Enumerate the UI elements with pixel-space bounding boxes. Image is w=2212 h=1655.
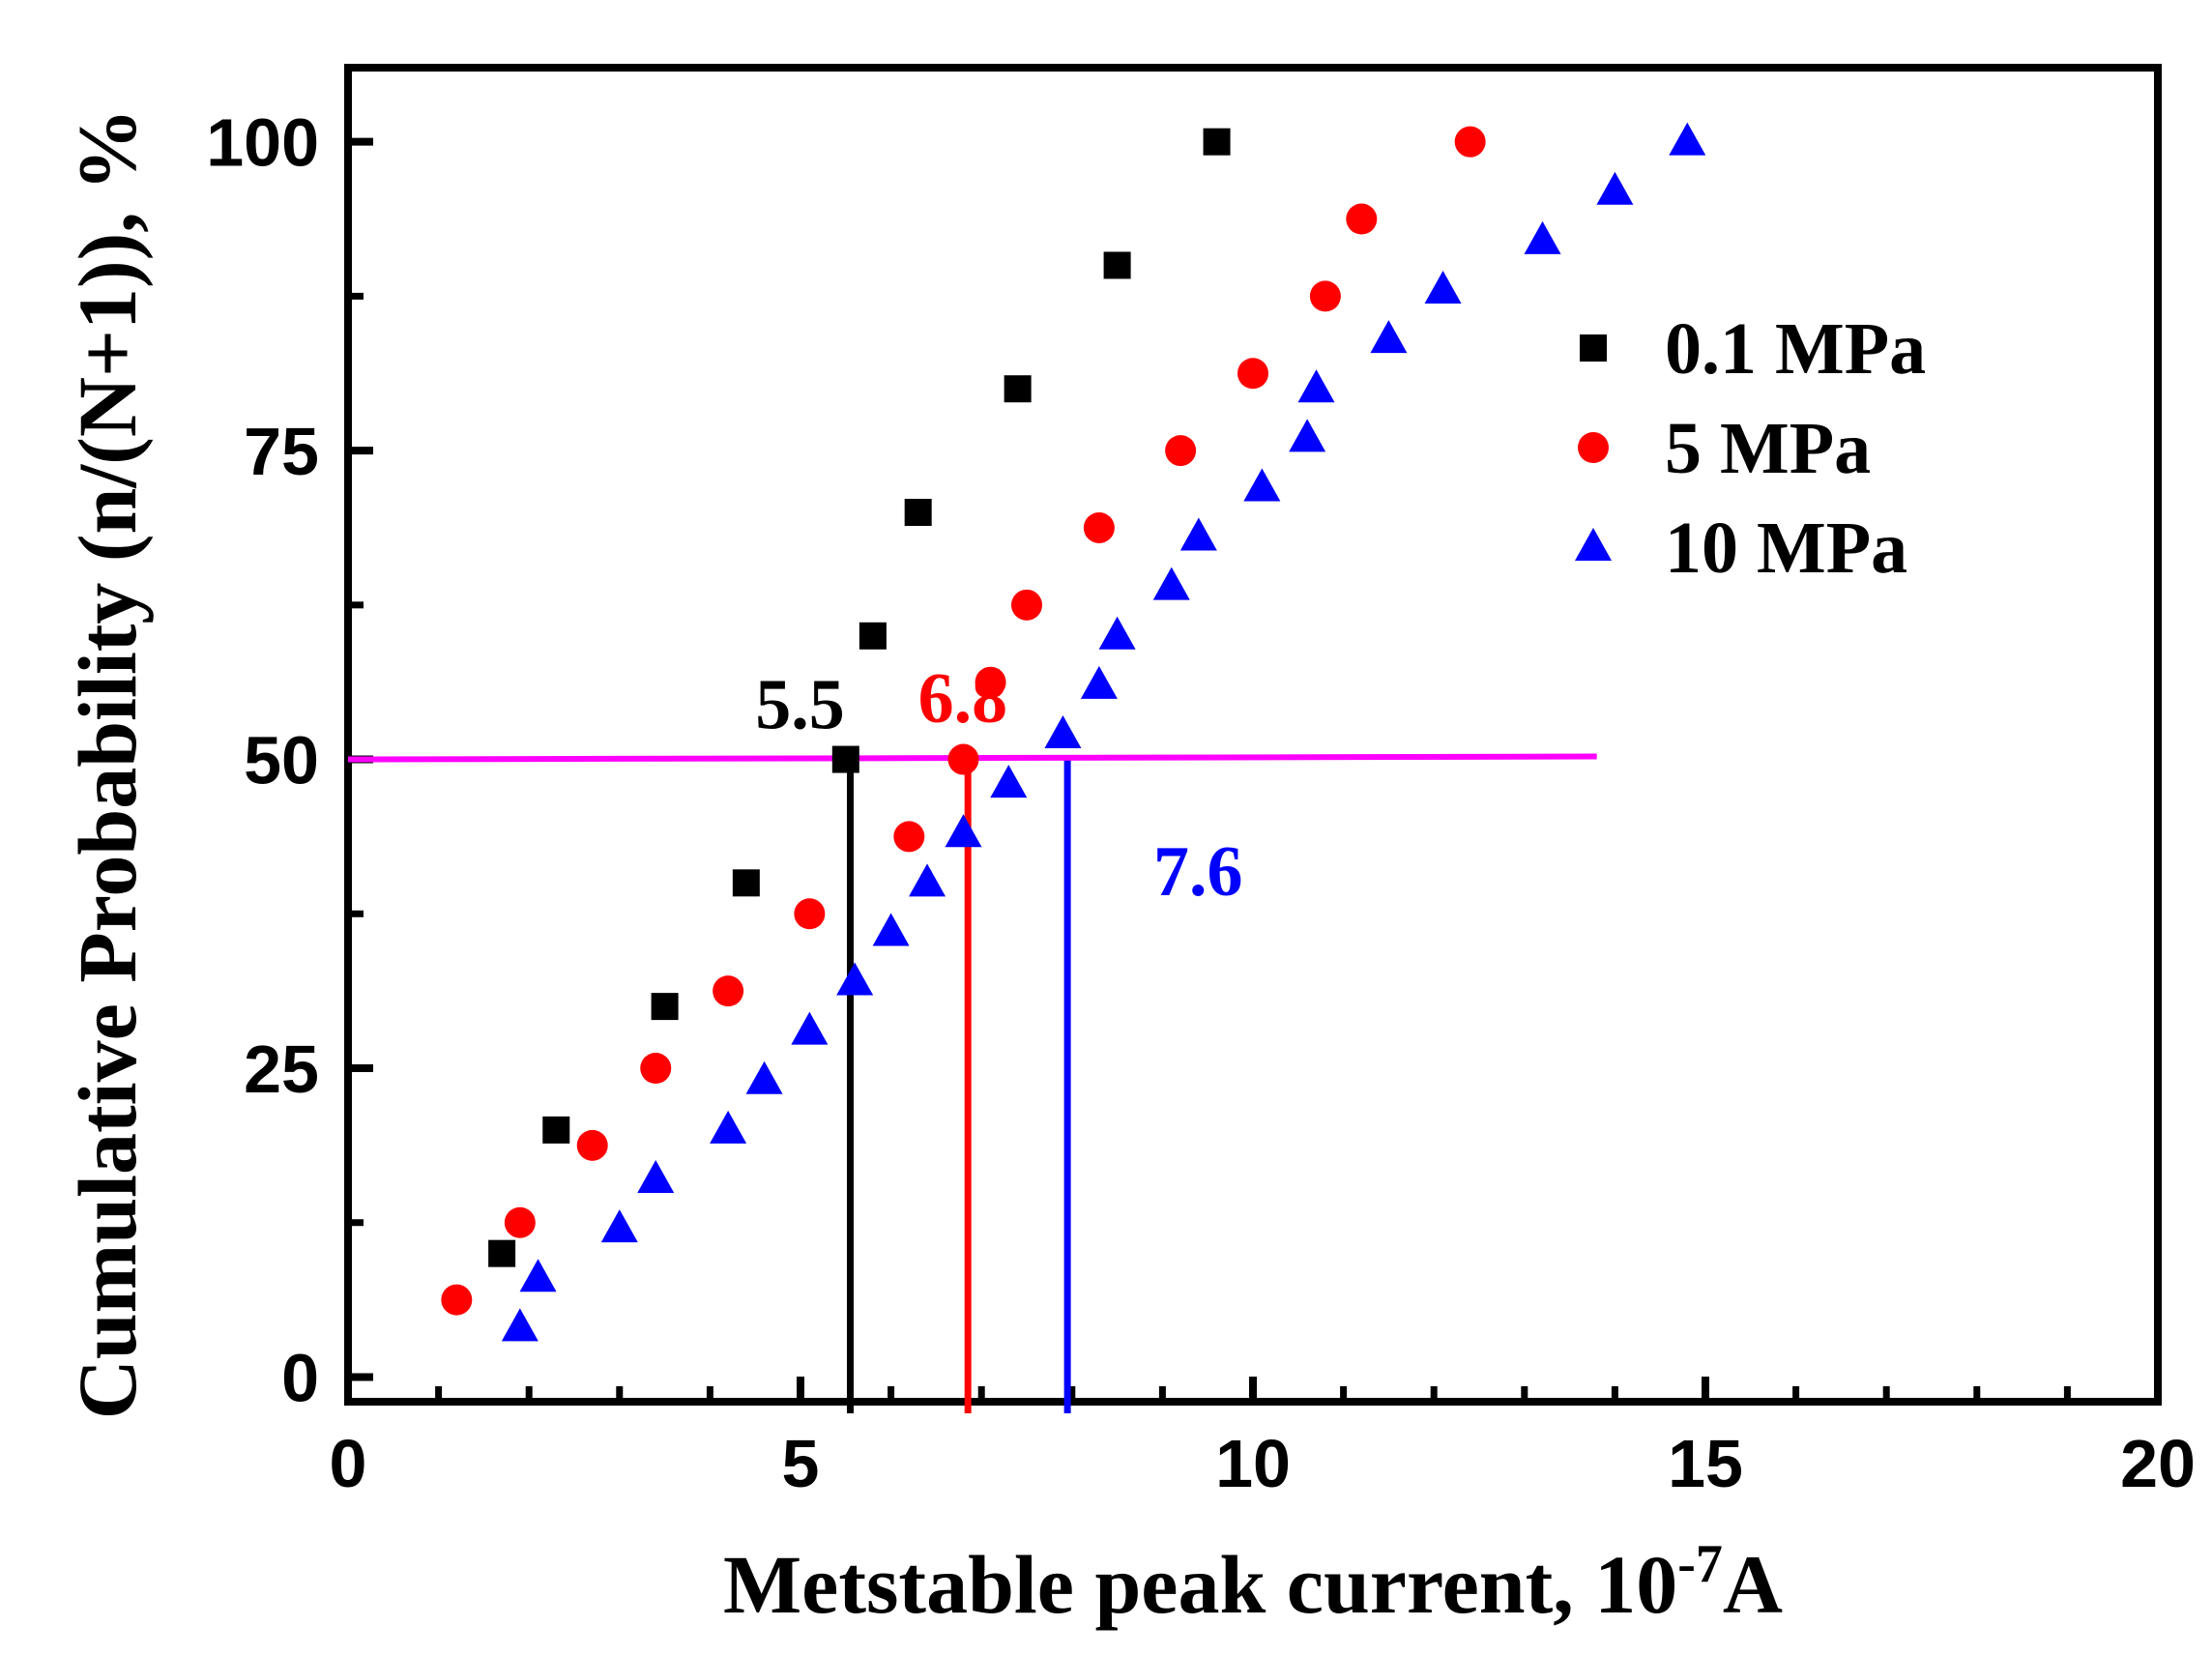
data-point-series-1 [893,821,925,853]
annotation-label: 7.6 [1153,832,1243,912]
data-point-series-1 [441,1284,473,1316]
data-point-series-1 [1237,358,1268,390]
data-point-series-0 [1004,375,1032,403]
data-point-series-2 [1424,271,1462,304]
data-point-series-1 [1165,435,1197,467]
data-point-series-2 [990,765,1028,798]
y-tick-label: 0 [281,1340,319,1415]
data-point-series-1 [1011,589,1042,621]
plot-frame [344,64,2162,1406]
data-point-series-2 [909,863,946,897]
data-point-series-2 [1289,419,1326,452]
data-point-series-2 [945,814,982,848]
x-tick-label: 10 [1215,1426,1291,1501]
data-point-series-0 [542,1116,570,1144]
data-point-series-1 [1346,203,1378,235]
data-point-series-2 [1152,566,1190,600]
reference-lines [347,753,1597,1413]
legend-label: 5 MPa [1665,408,1871,489]
legend-marker-1 [1578,432,1609,463]
data-point-series-2 [1596,171,1634,205]
data-point-series-1 [1083,511,1115,543]
data-point-series-0 [651,993,679,1021]
legend: 0.1 MPa 5 MPa 10 MPa [1575,308,1926,589]
data-point-series-1 [713,975,744,1007]
data-point-series-2 [1098,616,1136,650]
data-point-series-2 [872,913,910,946]
data-point-series-1 [975,666,1006,698]
data-point-series-1 [794,898,826,930]
data-point-series-0 [904,499,932,526]
data-point-series-1 [640,1053,672,1084]
data-point-series-2 [836,962,874,996]
y-tick-label: 100 [206,105,319,181]
data-point-series-0 [1203,128,1231,156]
data-point-series-2 [745,1060,783,1094]
x-tick-label: 20 [2120,1426,2196,1501]
data-point-series-2 [637,1160,675,1193]
x-axis-ticks: 0 5 10 15 20 [330,1377,2196,1501]
data-point-series-2 [1243,468,1281,502]
x-tick-label: 15 [1668,1426,1743,1501]
legend-marker-0 [1580,334,1607,362]
data-point-series-2 [1669,122,1706,156]
annotations: 5.5 6.8 7.6 [755,659,1242,912]
annotation-label: 6.8 [918,659,1007,739]
legend-marker-2 [1575,528,1612,561]
y-tick-label: 25 [244,1031,319,1107]
legend-label: 0.1 MPa [1665,308,1926,390]
y-tick-label: 50 [244,723,319,798]
data-point-series-2 [1524,220,1561,254]
data-point-series-0 [1103,251,1131,279]
data-point-series-1 [504,1206,536,1238]
x-axis-title-exponent: -7 [1677,1534,1723,1594]
x-axis-title: Metstable peak current, 10-7A [723,1534,1783,1631]
x-minor-ticks [435,1386,2071,1402]
y-tick-label: 75 [244,414,319,489]
annotation-label: 5.5 [755,666,845,745]
y-axis-title: Cumulative Probability (n/(N+1)), % [61,108,154,1420]
x-tick-label: 5 [782,1426,820,1501]
x-axis-title-unit: A [1723,1538,1783,1631]
data-point-series-0 [831,745,859,773]
data-point-series-0 [859,622,887,650]
data-point-series-2 [791,1011,829,1045]
data-point-series-2 [519,1259,557,1292]
y-minor-ticks [348,292,364,1227]
data-point-series-2 [600,1209,638,1243]
data-point-series-1 [1309,280,1341,312]
data-point-series-2 [1080,665,1118,699]
data-point-series-1 [1454,126,1486,158]
data-point-series-2 [1370,320,1408,354]
data-point-series-0 [488,1239,516,1267]
legend-label: 10 MPa [1665,508,1907,589]
data-point-series-2 [1297,369,1335,403]
data-point-series-1 [947,743,979,775]
y-axis-ticks: 0 25 50 75 100 [206,105,373,1415]
data-markers [441,122,1706,1342]
data-point-series-0 [732,869,760,897]
data-point-series-2 [1044,715,1082,748]
data-point-series-1 [576,1129,608,1161]
data-point-series-2 [501,1308,538,1342]
data-point-series-2 [710,1110,747,1144]
x-tick-label: 0 [330,1426,367,1501]
data-point-series-2 [1179,517,1217,551]
x-axis-title-text: Metstable peak current, 10 [723,1538,1677,1631]
